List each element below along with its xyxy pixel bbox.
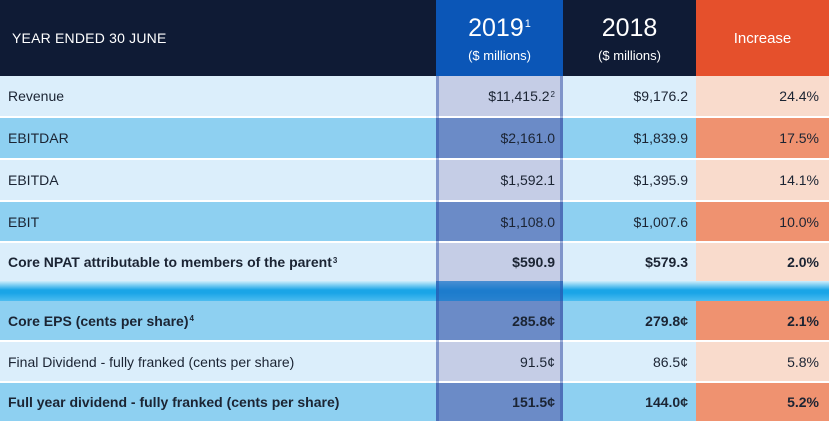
row-label-footnote: 3	[332, 255, 338, 265]
row-value-2018: 86.5¢	[563, 342, 696, 381]
section-divider-highlight	[436, 281, 563, 301]
row-label: EBITDAR	[0, 118, 436, 158]
row-value-2019: 151.5¢	[436, 383, 563, 421]
header-2019: 20191 ($ millions)	[436, 0, 563, 76]
table-row: Revenue $11,415.2 2 $9,176.2 24.4%	[0, 76, 829, 116]
row-value-2019: $1,108.0	[436, 202, 563, 241]
table-row: Core EPS (cents per share) 4 285.8¢ 279.8…	[0, 301, 829, 340]
row-label-footnote: 4	[189, 314, 194, 323]
row-value-2018: $1,395.9	[563, 160, 696, 200]
row-value-2019: $1,592.1	[436, 160, 563, 200]
table-row: EBIT $1,108.0 $1,007.6 10.0%	[0, 202, 829, 241]
row-value-2018: 144.0¢	[563, 383, 696, 421]
header-2018-year: 2018	[601, 13, 658, 42]
header-2019-unit: ($ millions)	[468, 47, 531, 63]
row-value-2018: $1,007.6	[563, 202, 696, 241]
header-2019-footnote: 1	[524, 17, 531, 30]
row-value-2019: $590.9	[436, 243, 563, 281]
row-label: EBIT	[0, 202, 436, 241]
row-label: Core EPS (cents per share)	[8, 312, 189, 329]
row-value-2019: 285.8¢	[436, 301, 563, 340]
row-value-2019: $2,161.0	[436, 118, 563, 158]
table-row: Final Dividend - fully franked (cents pe…	[0, 342, 829, 381]
row-divider	[0, 381, 829, 383]
table-row: EBITDA $1,592.1 $1,395.9 14.1%	[0, 160, 829, 200]
row-value-2018: 279.8¢	[563, 301, 696, 340]
row-value-2019: $11,415.2	[488, 88, 550, 104]
row-divider	[0, 241, 829, 243]
header-2018: 2018 ($ millions)	[563, 0, 696, 76]
row-divider	[0, 340, 829, 342]
table-row: EBITDAR $2,161.0 $1,839.9 17.5%	[0, 118, 829, 158]
row-divider	[0, 116, 829, 118]
section-divider-band	[0, 281, 829, 301]
row-label: EBITDA	[0, 160, 436, 200]
row-label: Final Dividend - fully franked (cents pe…	[0, 342, 436, 381]
row-increase: 10.0%	[696, 202, 829, 241]
row-increase: 24.4%	[696, 76, 829, 116]
row-label: Revenue	[8, 88, 65, 104]
header-2019-year: 2019	[468, 13, 524, 42]
row-label: Core NPAT attributable to members of the…	[8, 254, 332, 270]
header-year-label: YEAR ENDED 30 JUNE	[12, 30, 167, 46]
row-value-2018: $9,176.2	[563, 76, 696, 116]
column-2019-frame-right	[560, 76, 563, 421]
row-value-2018: $1,839.9	[563, 118, 696, 158]
row-increase: 5.2%	[696, 383, 829, 421]
row-increase: 14.1%	[696, 160, 829, 200]
table-row: Core NPAT attributable to members of the…	[0, 243, 829, 281]
row-increase: 17.5%	[696, 118, 829, 158]
row-value-2019: 91.5¢	[436, 342, 563, 381]
header-2018-unit: ($ millions)	[598, 47, 661, 63]
row-value-2019-footnote: 2	[550, 89, 555, 99]
row-increase: 2.1%	[696, 301, 829, 340]
header-increase: Increase	[696, 0, 829, 76]
row-value-2018: $579.3	[563, 243, 696, 281]
row-increase: 2.0%	[696, 243, 829, 281]
column-2019-frame-left	[436, 76, 439, 421]
row-label: Full year dividend - fully franked (cent…	[0, 383, 436, 421]
row-increase: 5.8%	[696, 342, 829, 381]
row-divider	[0, 158, 829, 160]
table-header: YEAR ENDED 30 JUNE 20191 ($ millions) 20…	[0, 0, 829, 76]
table-row: Full year dividend - fully franked (cent…	[0, 383, 829, 421]
row-divider	[0, 200, 829, 202]
